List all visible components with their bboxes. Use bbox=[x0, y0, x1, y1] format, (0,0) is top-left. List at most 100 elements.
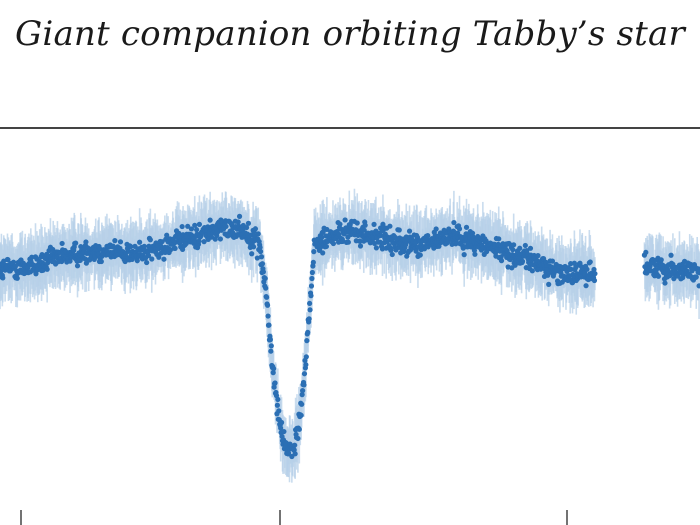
data-point bbox=[264, 302, 271, 308]
data-point bbox=[662, 280, 668, 286]
data-point bbox=[546, 281, 552, 287]
data-point bbox=[345, 239, 351, 245]
data-point bbox=[265, 313, 271, 319]
data-point bbox=[573, 264, 579, 270]
data-point bbox=[323, 243, 330, 250]
data-point bbox=[258, 254, 265, 260]
data-point bbox=[12, 263, 19, 270]
data-point bbox=[517, 245, 523, 251]
data-point bbox=[522, 242, 528, 249]
data-point bbox=[371, 221, 377, 227]
data-point bbox=[308, 283, 315, 289]
data-point bbox=[299, 392, 305, 398]
data-point bbox=[5, 257, 11, 263]
data-point bbox=[268, 343, 274, 349]
data-point bbox=[303, 354, 309, 360]
data-point bbox=[249, 251, 255, 257]
data-point bbox=[584, 266, 590, 272]
data-point bbox=[236, 213, 243, 219]
data-point bbox=[319, 234, 325, 240]
data-point bbox=[330, 240, 337, 247]
data-point bbox=[549, 258, 556, 264]
data-point bbox=[342, 217, 348, 223]
data-point bbox=[527, 245, 534, 251]
data-point bbox=[406, 228, 413, 234]
data-point bbox=[192, 222, 198, 228]
data-point bbox=[510, 247, 516, 253]
x-axis-ticks bbox=[20, 510, 568, 525]
data-point bbox=[10, 259, 17, 265]
data-point bbox=[591, 266, 597, 273]
data-point bbox=[117, 239, 124, 245]
data-point bbox=[472, 251, 478, 257]
data-point bbox=[401, 248, 407, 255]
data-point bbox=[14, 275, 20, 281]
data-point bbox=[296, 426, 302, 432]
data-point bbox=[134, 258, 140, 264]
data-point bbox=[291, 447, 297, 453]
data-point bbox=[451, 219, 457, 226]
data-point bbox=[67, 258, 73, 264]
data-point bbox=[147, 237, 153, 243]
chart-title: Giant companion orbiting Tabby’s star bbox=[15, 14, 685, 54]
data-point bbox=[275, 396, 281, 403]
data-point bbox=[463, 224, 470, 230]
data-point bbox=[223, 223, 229, 230]
data-point bbox=[185, 223, 191, 229]
data-point bbox=[373, 245, 379, 251]
data-point bbox=[496, 236, 502, 242]
data-point bbox=[362, 222, 368, 228]
data-point bbox=[292, 442, 298, 448]
data-point bbox=[511, 242, 517, 248]
data-point bbox=[655, 273, 662, 279]
data-point bbox=[304, 338, 310, 344]
data-point bbox=[519, 258, 526, 264]
data-point bbox=[281, 428, 287, 435]
data-point bbox=[149, 256, 155, 262]
data-point bbox=[156, 254, 162, 260]
data-point bbox=[110, 243, 116, 249]
data-point bbox=[271, 366, 277, 372]
data-point bbox=[259, 261, 266, 267]
data-point bbox=[112, 238, 118, 244]
data-point bbox=[264, 294, 270, 300]
data-point bbox=[658, 257, 664, 263]
data-point bbox=[535, 253, 541, 259]
data-point bbox=[299, 401, 305, 407]
data-point bbox=[377, 239, 383, 245]
data-point bbox=[278, 425, 284, 431]
data-point bbox=[361, 227, 367, 233]
data-point bbox=[254, 255, 260, 261]
data-point bbox=[529, 268, 535, 274]
data-point bbox=[300, 388, 306, 394]
data-points bbox=[0, 213, 700, 460]
data-point bbox=[693, 274, 699, 280]
data-point bbox=[252, 226, 259, 232]
data-point bbox=[354, 220, 360, 226]
data-point bbox=[357, 238, 363, 244]
data-point bbox=[456, 226, 463, 232]
data-point bbox=[83, 239, 89, 245]
data-point bbox=[583, 283, 589, 289]
data-point bbox=[320, 250, 326, 256]
data-point bbox=[378, 232, 384, 239]
data-point bbox=[298, 412, 304, 418]
data-point bbox=[201, 239, 207, 245]
data-point bbox=[495, 241, 501, 247]
data-point bbox=[59, 240, 65, 247]
data-point bbox=[417, 252, 423, 258]
data-point bbox=[301, 382, 307, 388]
data-point bbox=[301, 371, 308, 377]
data-point bbox=[217, 236, 224, 242]
data-point bbox=[305, 329, 311, 335]
data-point bbox=[196, 238, 202, 244]
data-point bbox=[643, 249, 649, 255]
data-point bbox=[144, 259, 150, 266]
data-point bbox=[278, 419, 285, 426]
data-point bbox=[309, 269, 316, 276]
data-point bbox=[310, 259, 316, 265]
data-point bbox=[273, 392, 280, 399]
data-point bbox=[255, 231, 261, 237]
data-point bbox=[235, 219, 241, 225]
data-point bbox=[498, 258, 505, 264]
